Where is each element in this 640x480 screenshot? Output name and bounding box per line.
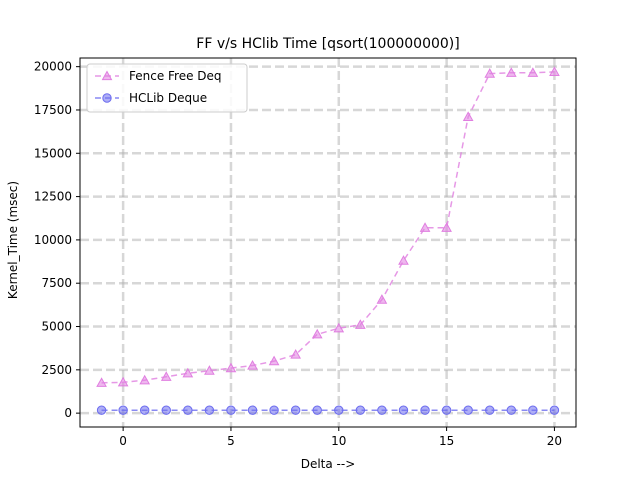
y-tick-label: 15000 <box>34 146 72 160</box>
data-point-1 <box>247 359 258 370</box>
data-point-2 <box>398 405 409 415</box>
data-point-2 <box>226 405 236 415</box>
legend-label: Fence Free Deq <box>129 69 222 83</box>
data-point-1 <box>139 374 151 385</box>
data-point-1 <box>376 294 388 304</box>
data-point-1 <box>484 68 496 78</box>
y-tick-label: 10000 <box>34 233 72 247</box>
x-axis-label: Delta --> <box>301 457 356 471</box>
data-point-2 <box>139 405 150 415</box>
data-point-2 <box>549 405 560 415</box>
data-point-1 <box>549 66 560 76</box>
data-point-2 <box>96 405 107 415</box>
data-point-1 <box>268 355 280 366</box>
data-point-2 <box>247 405 258 415</box>
data-point-1 <box>527 67 539 77</box>
x-tick-label: 0 <box>119 434 127 448</box>
data-point-1 <box>462 111 474 122</box>
data-point-2 <box>312 405 322 415</box>
y-tick-label: 17500 <box>34 103 72 117</box>
data-point-1 <box>204 365 215 375</box>
data-point-1 <box>398 255 409 265</box>
chart-title: FF v/s HClib Time [qsort(100000000)] <box>196 36 459 52</box>
data-point-1 <box>290 349 302 359</box>
legend-label: HCLib Deque <box>129 91 207 105</box>
plot-frame <box>79 57 577 428</box>
data-point-2 <box>204 405 215 415</box>
data-point-1 <box>311 328 323 339</box>
plot-area: 0 5 10 15 20 0 2500 5000 7500 10000 12500 15000 1750… <box>34 57 577 448</box>
data-point-2 <box>463 405 473 415</box>
series-line-1 <box>101 71 555 384</box>
data-point-2 <box>118 405 128 415</box>
y-axis-label: Kernel_Time (msec) <box>6 181 20 299</box>
data-point-1 <box>333 322 345 333</box>
data-point-1 <box>96 377 107 387</box>
y-tick-label: 7500 <box>41 276 72 290</box>
data-point-2 <box>355 405 366 415</box>
data-point-2 <box>441 405 452 415</box>
x-tick-label: 5 <box>227 434 235 448</box>
x-tick-label: 10 <box>331 434 346 448</box>
y-tick-label: 2500 <box>41 363 72 377</box>
y-tick-label: 20000 <box>34 60 72 74</box>
legend-swatch-marker <box>102 93 112 103</box>
data-point-1 <box>225 362 237 373</box>
y-tick-label: 5000 <box>41 320 72 334</box>
data-point-1 <box>117 376 129 387</box>
data-point-2 <box>290 405 301 415</box>
data-point-2 <box>161 405 171 415</box>
x-tick-label: 20 <box>547 434 562 448</box>
legend: Fence Free Deq HCLib Deque <box>86 63 248 113</box>
data-point-1 <box>354 319 366 329</box>
data-point-2 <box>377 405 387 415</box>
x-tick-label: 15 <box>439 434 454 448</box>
y-tick-label: 0 <box>64 406 72 420</box>
data-point-1 <box>182 367 194 378</box>
y-tick-label: 12500 <box>34 190 72 204</box>
data-point-1 <box>419 222 431 232</box>
data-point-2 <box>420 405 430 415</box>
data-point-1 <box>505 67 517 77</box>
legend-swatch-marker <box>101 70 113 81</box>
legend-box <box>86 63 248 113</box>
data-point-1 <box>160 371 172 381</box>
data-point-2 <box>334 405 344 415</box>
data-point-2 <box>528 405 538 415</box>
data-point-1 <box>441 222 452 232</box>
data-point-2 <box>485 405 495 415</box>
data-point-2 <box>183 405 193 415</box>
data-point-2 <box>506 405 517 415</box>
data-point-2 <box>269 405 279 415</box>
